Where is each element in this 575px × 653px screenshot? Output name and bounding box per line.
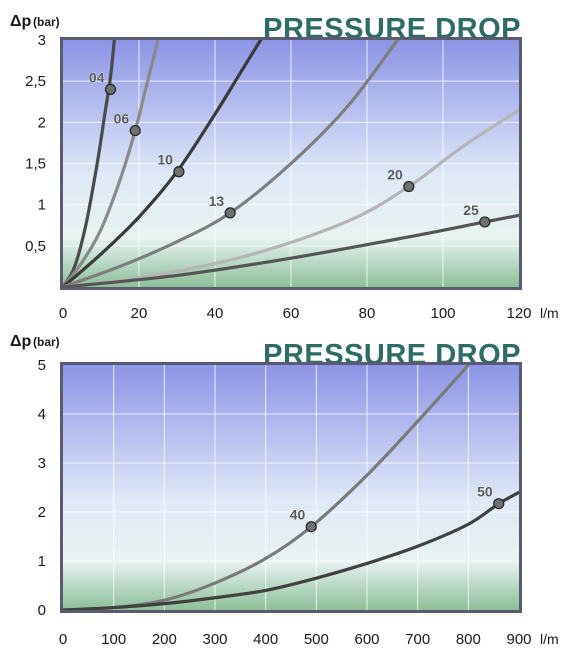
series-line-04: [63, 40, 116, 287]
series-marker-50: [493, 498, 505, 510]
series-marker-20: [403, 180, 415, 193]
y-axis-unit: (bar): [33, 15, 60, 29]
x-tick-label: 0: [59, 631, 67, 648]
series-label-50: 50: [477, 484, 493, 500]
y-tick-label: 2,5: [25, 73, 46, 90]
y-axis-label: Δp: [10, 13, 32, 30]
x-tick-label: 700: [405, 631, 430, 648]
y-axis-unit: (bar): [33, 335, 60, 349]
y-tick-label: 0,5: [25, 238, 46, 255]
y-tick-label: 1: [38, 197, 46, 214]
y-tick-label: 1,5: [25, 156, 46, 173]
series-line-06: [63, 40, 160, 287]
x-tick-label: 100: [101, 631, 126, 648]
x-tick-label: 200: [152, 631, 177, 648]
y-tick-label: 3: [38, 455, 46, 472]
y-tick-label: 2: [38, 504, 46, 521]
x-tick-label: 120: [506, 305, 531, 322]
x-tick-label: 900: [506, 631, 531, 648]
series-label-20: 20: [387, 167, 403, 183]
series-marker-04: [104, 83, 117, 96]
series-label-04: 04: [89, 69, 105, 85]
x-tick-label: 500: [304, 631, 329, 648]
x-tick-label: 300: [202, 631, 227, 648]
y-axis-label: Δp: [10, 333, 32, 350]
series-group: [63, 365, 519, 610]
series-line-13: [63, 40, 399, 287]
series-label-25: 25: [463, 202, 479, 218]
y-tick-label: 2: [38, 114, 46, 131]
series-marker-13: [224, 207, 236, 219]
series-line-20: [63, 108, 519, 287]
x-axis-unit: l/m: [540, 305, 559, 321]
series-marker-06: [129, 124, 141, 137]
x-tick-label: 600: [354, 631, 379, 648]
series-label-06: 06: [114, 111, 130, 127]
y-tick-label: 5: [38, 357, 46, 374]
series-label-40: 40: [290, 507, 306, 523]
x-tick-label: 20: [131, 305, 148, 322]
y-tick-label: 4: [38, 406, 46, 423]
series-line-50: [63, 490, 519, 610]
x-tick-label: 400: [253, 631, 278, 648]
plot-background: [63, 365, 519, 610]
x-tick-label: 800: [456, 631, 481, 648]
x-tick-label: 80: [359, 305, 376, 322]
y-tick-label: 3: [38, 32, 46, 49]
x-axis-unit: l/m: [540, 631, 559, 647]
y-tick-label: 0: [38, 602, 46, 619]
series-marker-40: [305, 521, 317, 533]
series-marker-10: [173, 166, 185, 178]
x-tick-label: 60: [283, 305, 300, 322]
y-tick-label: 1: [38, 553, 46, 570]
series-marker-25: [479, 216, 491, 228]
series-label-10: 10: [157, 152, 173, 168]
series-label-13: 13: [209, 193, 225, 209]
x-tick-label: 100: [430, 305, 455, 322]
x-tick-label: 0: [59, 305, 67, 322]
x-tick-label: 40: [207, 305, 224, 322]
